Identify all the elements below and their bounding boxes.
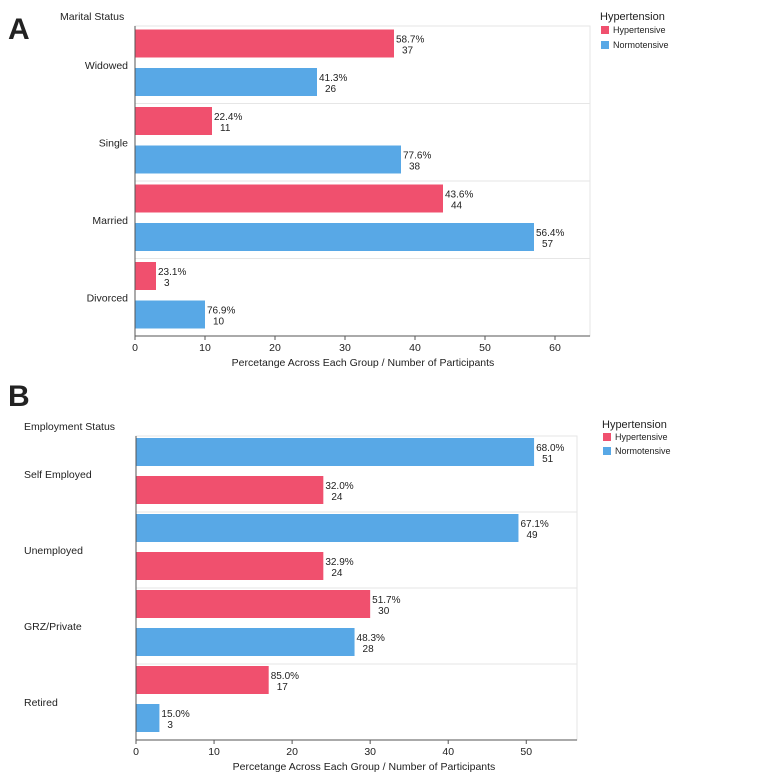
panel-a-bar-pct-label: 56.4% <box>536 228 564 239</box>
panel-b-x-tick-label: 0 <box>133 746 139 758</box>
panel-b-plot: Self Employed68.0%5132.0%24Unemployed67.… <box>24 435 578 758</box>
panel-a-bar-count-label: 44 <box>451 201 463 212</box>
panel-b-bar-normotensive <box>136 514 519 542</box>
panel-b-bar-hypertensive <box>136 552 324 580</box>
panel-a-bar-pct-label: 58.7% <box>396 35 424 46</box>
panel-b-bar-count-label: 28 <box>363 644 375 655</box>
panel-a-legend-label-normotensive: Normotensive <box>613 40 669 50</box>
panel-b-bar-count-label: 30 <box>378 606 390 617</box>
panel-b-x-tick-label: 30 <box>364 746 376 758</box>
panel-b-x-axis-title: Percetange Across Each Group / Number of… <box>233 761 496 773</box>
panel-a-plot: Widowed58.7%3741.3%26Single22.4%1177.6%3… <box>85 25 591 354</box>
panel-a-bar-count-label: 10 <box>213 317 225 328</box>
panel-a-letter: A <box>8 13 30 46</box>
panel-a-x-tick-label: 30 <box>339 342 351 354</box>
panel-a-bar-normotensive <box>135 145 401 174</box>
panel-a-category-label: Widowed <box>85 60 128 72</box>
panel-b-bar-count-label: 49 <box>526 530 538 541</box>
panel-a-category-title: Marital Status <box>60 11 124 23</box>
panel-b-bar-count-label: 24 <box>331 492 343 503</box>
panel-b-bar-pct-label: 32.9% <box>325 557 353 568</box>
panel-b-legend-swatch-normotensive <box>603 447 611 455</box>
panel-a-x-tick-label: 40 <box>409 342 421 354</box>
panel-a-category-label: Divorced <box>87 292 129 304</box>
panel-b-bar-normotensive <box>136 704 160 732</box>
panel-a-x-tick-label: 0 <box>132 342 138 354</box>
panel-a-legend-label-hypertensive: Hypertensive <box>613 25 666 35</box>
panel-a-x-tick-label: 10 <box>199 342 211 354</box>
panel-b-legend-label-hypertensive: Hypertensive <box>615 432 668 442</box>
panel-a-bar-hypertensive <box>135 107 212 135</box>
panel-a-bar-count-label: 26 <box>325 84 337 95</box>
panel-b-x-tick-label: 40 <box>442 746 454 758</box>
panel-b-legend-swatch-hypertensive <box>603 433 611 441</box>
panel-a-bar-pct-label: 76.9% <box>207 306 235 317</box>
panel-a-bar-hypertensive <box>135 262 156 290</box>
panel-b-bar-pct-label: 68.0% <box>536 443 564 454</box>
panel-b-bar-pct-label: 51.7% <box>372 595 400 606</box>
panel-a-bar-count-label: 38 <box>409 162 421 173</box>
panel-a-category-label: Married <box>92 215 128 227</box>
panel-b-bar-normotensive <box>136 628 355 656</box>
panel-a-x-tick-label: 20 <box>269 342 281 354</box>
panel-b-bar-count-label: 24 <box>331 568 343 579</box>
panel-a-bar-pct-label: 43.6% <box>445 190 473 201</box>
panel-b-bar-count-label: 17 <box>277 682 289 693</box>
panel-b-bar-pct-label: 48.3% <box>357 633 385 644</box>
panel-b-category-label: GRZ/Private <box>24 621 82 633</box>
panel-a-legend-title: Hypertension <box>600 11 665 23</box>
panel-a-legend-swatch-hypertensive <box>601 26 609 34</box>
panel-b-bar-hypertensive <box>136 666 269 694</box>
panel-a-bar-count-label: 57 <box>542 239 554 250</box>
panel-a-bar-count-label: 3 <box>164 278 170 289</box>
panel-b-bar-hypertensive <box>136 476 324 504</box>
panel-b-legend-title: Hypertension <box>602 419 667 431</box>
panel-a-bar-count-label: 37 <box>402 46 414 57</box>
panel-b-bar-hypertensive <box>136 590 371 618</box>
panel-a-legend-swatch-normotensive <box>601 41 609 49</box>
panel-a-bar-pct-label: 23.1% <box>158 267 186 278</box>
panel-a-bar-normotensive <box>135 223 534 251</box>
panel-a-bar-pct-label: 77.6% <box>403 151 431 162</box>
panel-a-bar-hypertensive <box>135 184 443 213</box>
panel-a-bar-pct-label: 41.3% <box>319 73 347 84</box>
panel-a-x-tick-label: 60 <box>549 342 561 354</box>
panel-b-category-label: Retired <box>24 697 58 709</box>
panel-b-bar-normotensive <box>136 438 535 466</box>
panel-a-x-axis-title: Percetange Across Each Group / Number of… <box>232 357 495 369</box>
panel-a-bar-normotensive <box>135 68 317 96</box>
panel-b-category-label: Unemployed <box>24 545 83 557</box>
panel-b-x-tick-label: 10 <box>208 746 220 758</box>
panel-a-bar-hypertensive <box>135 29 394 58</box>
panel-b-bar-pct-label: 67.1% <box>520 519 548 530</box>
panel-b-category-title: Employment Status <box>24 421 115 433</box>
panel-a-bar-pct-label: 22.4% <box>214 112 242 123</box>
panel-a-bar-normotensive <box>135 300 205 329</box>
panel-a-bar-count-label: 11 <box>220 123 231 134</box>
panel-a-x-tick-label: 50 <box>479 342 491 354</box>
panel-b-bar-count-label: 3 <box>167 720 173 731</box>
panel-b-legend-label-normotensive: Normotensive <box>615 446 671 456</box>
panel-b-bar-pct-label: 85.0% <box>271 671 299 682</box>
panel-a-category-label: Single <box>99 137 128 149</box>
panel-b-x-tick-label: 50 <box>520 746 532 758</box>
panel-b-bar-count-label: 51 <box>542 454 554 465</box>
panel-b-x-tick-label: 20 <box>286 746 298 758</box>
panel-b-letter: B <box>8 380 30 413</box>
panel-b-category-label: Self Employed <box>24 469 92 481</box>
panel-b-bar-pct-label: 32.0% <box>325 481 353 492</box>
panel-b-bar-pct-label: 15.0% <box>161 709 189 720</box>
